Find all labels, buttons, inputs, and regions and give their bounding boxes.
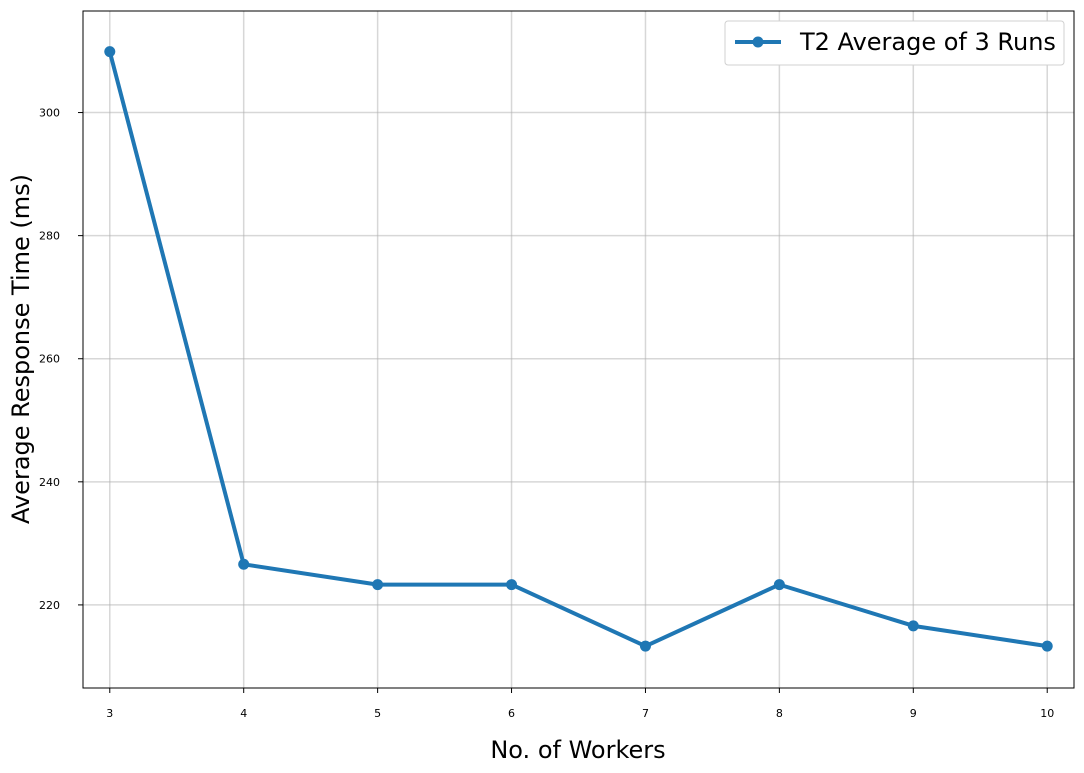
legend-marker-swatch: [752, 36, 764, 48]
x-tick-label: 3: [106, 707, 113, 720]
data-point: [104, 46, 116, 58]
grid-lines: [83, 11, 1074, 688]
series-layer: [104, 46, 1053, 652]
x-tick-label: 7: [642, 707, 649, 720]
data-point: [773, 579, 785, 591]
legend: T2 Average of 3 Runs: [724, 20, 1065, 66]
axis-ticks: 3 4 5 6 7 8 9 10 220 240 260 280 300: [39, 107, 1054, 720]
x-tick-label: 4: [240, 707, 247, 720]
data-point: [1041, 640, 1053, 652]
data-point: [907, 620, 919, 632]
data-point: [372, 579, 384, 591]
y-tick-label: 280: [39, 230, 60, 243]
data-point: [639, 640, 651, 652]
x-tick-label: 9: [910, 707, 917, 720]
x-tick-label: 5: [374, 707, 381, 720]
x-tick-label: 6: [508, 707, 515, 720]
y-tick-label: 300: [39, 107, 60, 120]
data-point: [506, 579, 518, 591]
x-tick-label: 10: [1040, 707, 1054, 720]
y-tick-label: 220: [39, 599, 60, 612]
y-axis-label: Average Response Time (ms): [7, 174, 35, 524]
legend-entry-label: T2 Average of 3 Runs: [799, 28, 1056, 56]
y-tick-label: 260: [39, 353, 60, 366]
data-point: [238, 558, 250, 570]
plot-area-frame: [82, 10, 1075, 689]
x-axis-label: No. of Workers: [490, 736, 665, 764]
legend-box: [724, 20, 1065, 66]
x-tick-label: 8: [776, 707, 783, 720]
y-tick-label: 240: [39, 476, 60, 489]
series-line: [107, 49, 1050, 649]
